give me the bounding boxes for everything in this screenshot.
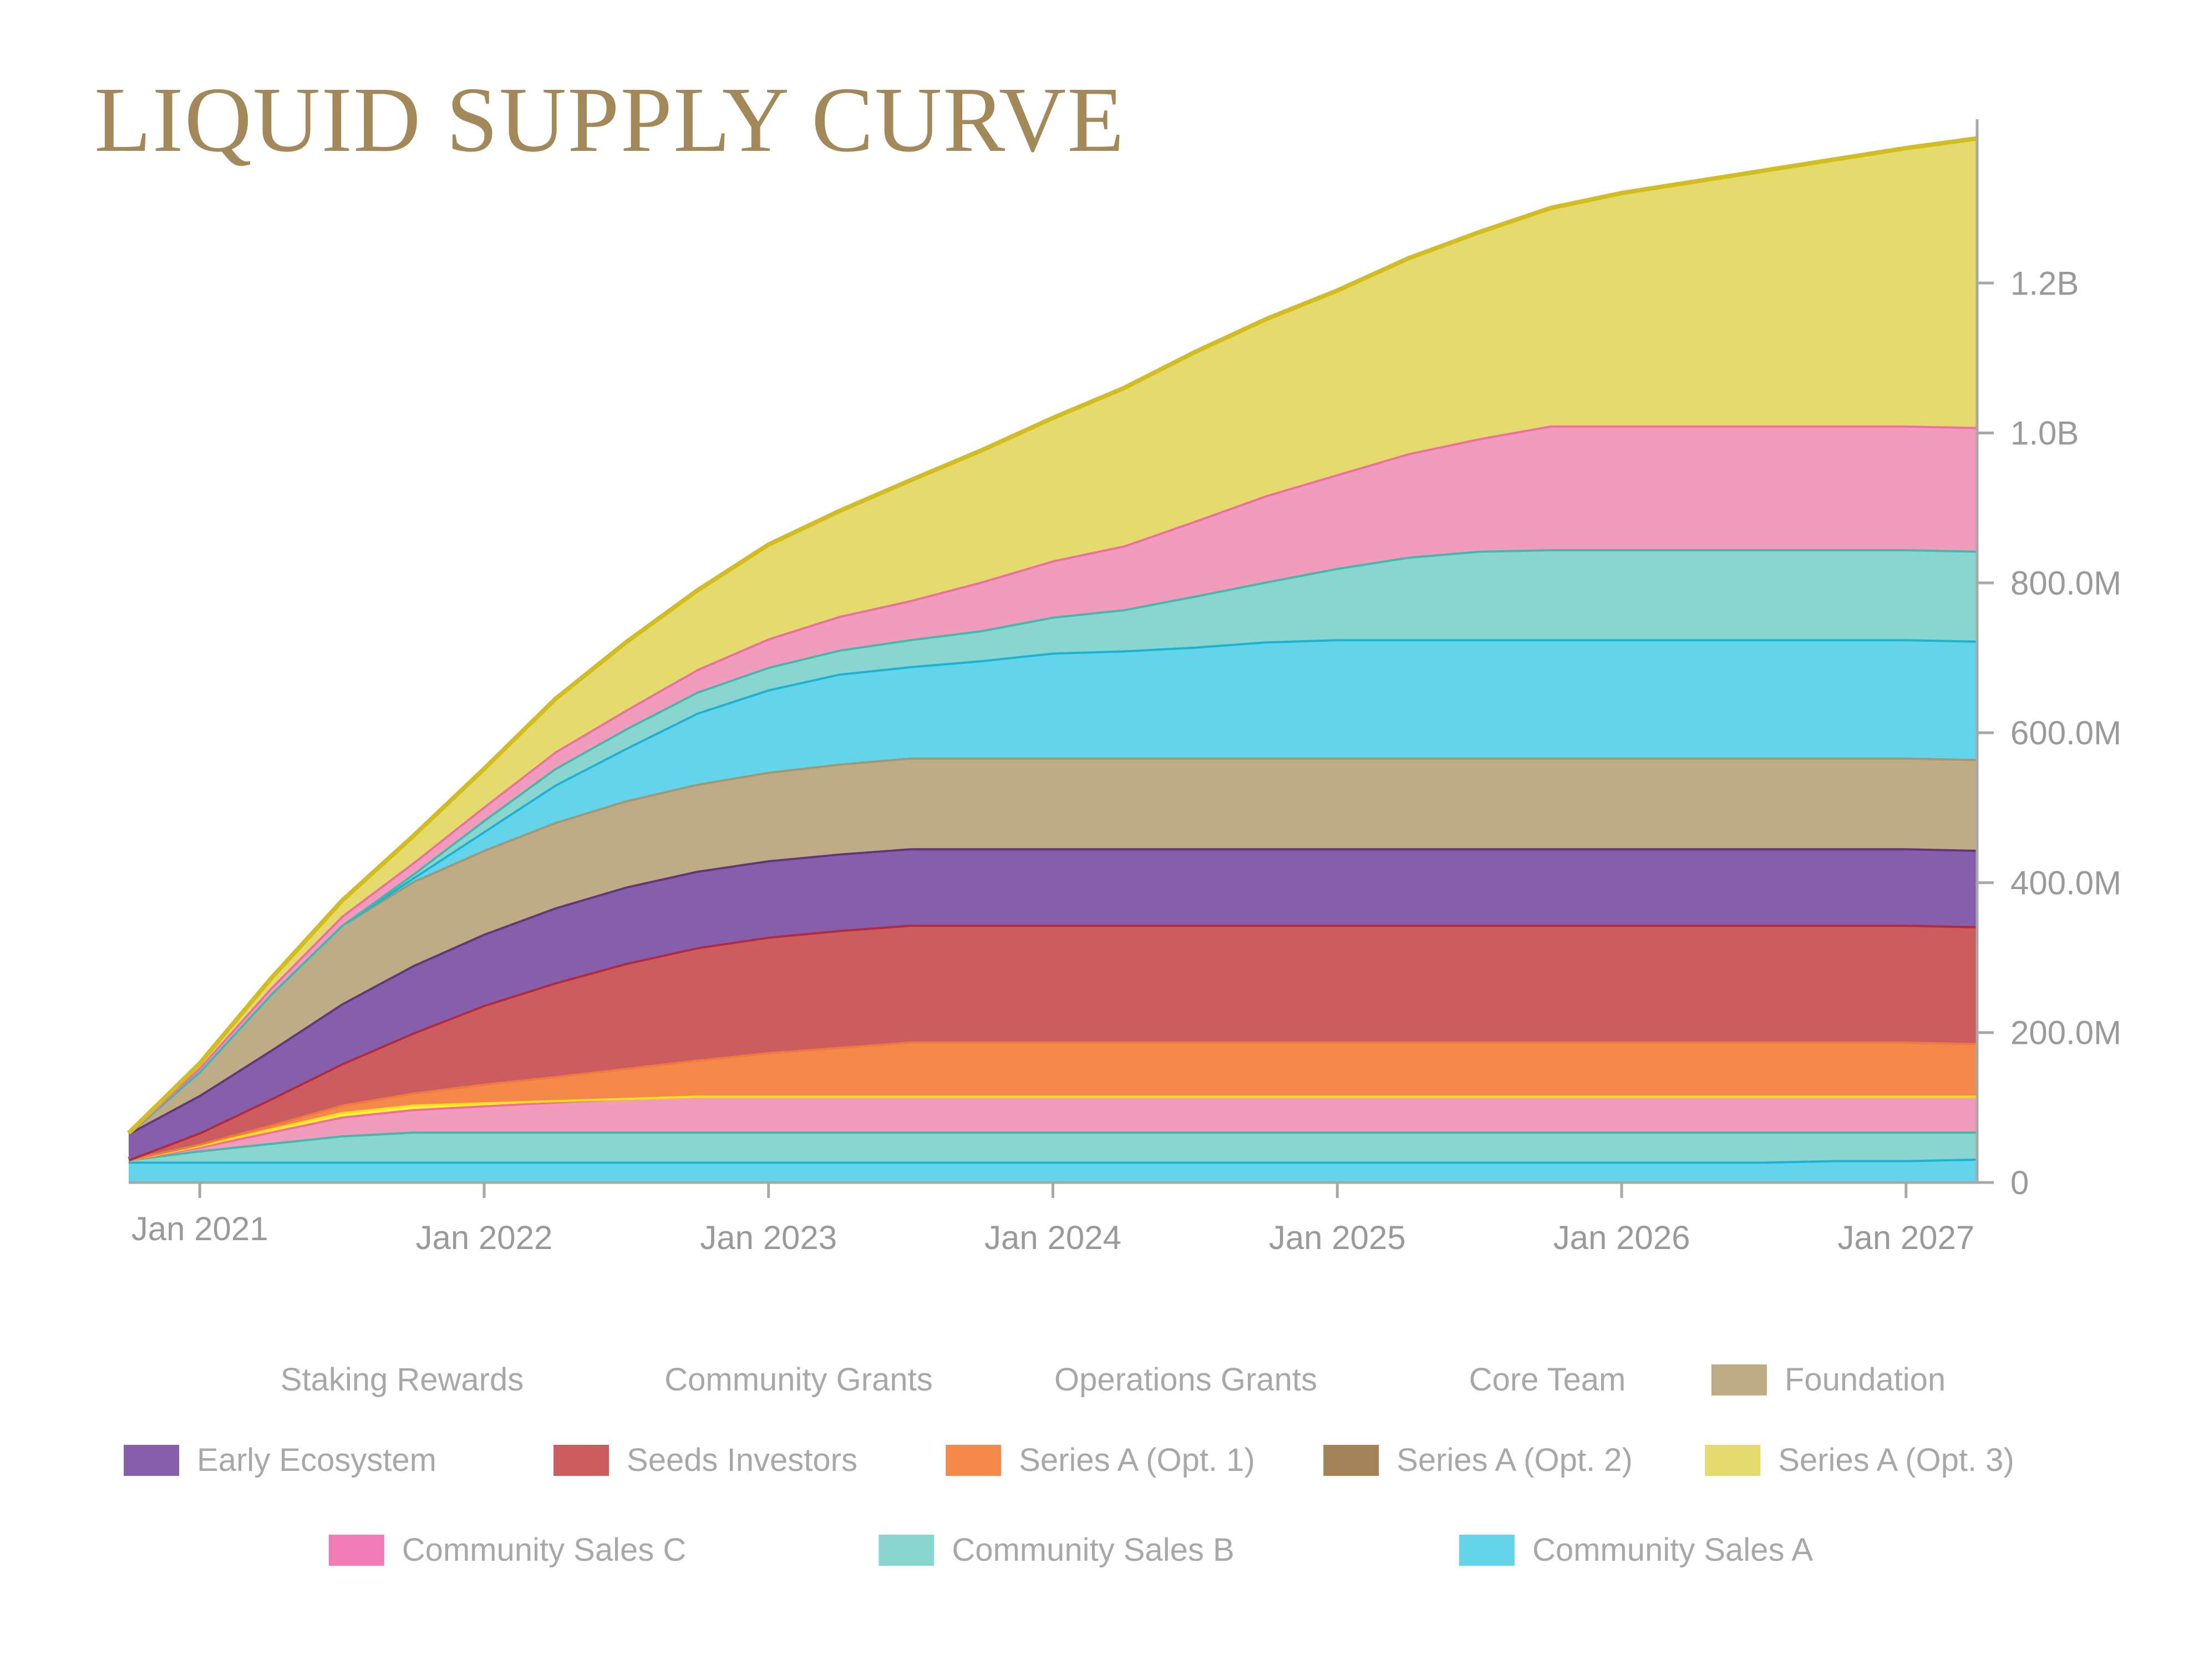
legend-item-community-sales-a[interactable]: Community Sales A bbox=[1459, 1531, 1813, 1569]
legend-item-series-a-opt-3[interactable]: Series A (Opt. 3) bbox=[1705, 1442, 2014, 1479]
legend-swatch bbox=[553, 1444, 610, 1476]
legend-swatch bbox=[1711, 1364, 1767, 1395]
legend-swatch bbox=[124, 1444, 180, 1476]
legend-label: Staking Rewards bbox=[280, 1362, 524, 1398]
legend-label: Core Team bbox=[1469, 1362, 1626, 1398]
legend-swatch bbox=[1459, 1534, 1515, 1566]
legend-label: Early Ecosystem bbox=[197, 1442, 436, 1478]
x-tick-label: Jan 2025 bbox=[1269, 1219, 1406, 1256]
legend-item-early-ecosystem[interactable]: Early Ecosystem bbox=[124, 1442, 436, 1479]
area-6-seeds-investors bbox=[129, 925, 1977, 1160]
legend-item-operations-grants[interactable]: Operations Grants bbox=[1054, 1361, 1317, 1398]
y-tick-label: 800.0M bbox=[2010, 565, 2121, 602]
area-2-community-sales-b bbox=[129, 1131, 1977, 1162]
area-3-community-sales-c bbox=[129, 1095, 1977, 1160]
legend-label: Community Grants bbox=[664, 1362, 933, 1398]
y-tick-label: 1.2B bbox=[2010, 265, 2079, 302]
y-tick-label: 200.0M bbox=[2010, 1014, 2121, 1052]
legend-item-community-grants[interactable]: Community Grants bbox=[664, 1361, 932, 1398]
legend-item-seeds-investors[interactable]: Seeds Investors bbox=[553, 1442, 857, 1479]
area-5-series-a-opt-1 bbox=[129, 1041, 1977, 1160]
x-tick-label: Jan 2024 bbox=[984, 1219, 1121, 1256]
y-tick-label: 400.0M bbox=[2010, 864, 2121, 901]
area-8-foundation bbox=[129, 757, 1977, 1133]
area-1-community-sales-a bbox=[129, 1158, 1977, 1182]
legend-item-community-sales-c[interactable]: Community Sales C bbox=[328, 1531, 687, 1569]
legend-item-series-a-opt-2[interactable]: Series A (Opt. 2) bbox=[1323, 1442, 1633, 1479]
legend-label: Series A (Opt. 1) bbox=[1019, 1442, 1255, 1478]
area-12-series-a-opt-3 bbox=[129, 138, 1977, 1133]
legend-swatch bbox=[878, 1534, 934, 1566]
legend-item-core-team[interactable]: Core Team bbox=[1469, 1361, 1626, 1398]
legend-label: Operations Grants bbox=[1054, 1362, 1317, 1398]
chart-title: LIQUID SUPPLY CURVE bbox=[94, 68, 1125, 171]
legend-label: Series A (Opt. 3) bbox=[1778, 1442, 2014, 1478]
legend-label: Foundation bbox=[1784, 1362, 1946, 1398]
legend-item-staking-rewards[interactable]: Staking Rewards bbox=[281, 1361, 524, 1398]
x-tick-label: Jan 2026 bbox=[1553, 1219, 1690, 1256]
legend-swatch bbox=[1705, 1444, 1761, 1476]
legend-swatch bbox=[328, 1534, 384, 1566]
legend-swatch bbox=[946, 1444, 1002, 1476]
legend-label: Seeds Investors bbox=[627, 1442, 857, 1478]
legend-swatch bbox=[1323, 1444, 1379, 1476]
x-tick-label: Jan 2023 bbox=[700, 1219, 837, 1256]
series-line-12 bbox=[127, 136, 1978, 1135]
y-tick-label: 600.0M bbox=[2010, 714, 2121, 752]
y-tick-label: 0 bbox=[2010, 1164, 2029, 1201]
chart-areas bbox=[127, 136, 1978, 1182]
x-tick-label: Jan 2022 bbox=[416, 1219, 553, 1256]
legend-label: Community Sales B bbox=[952, 1532, 1235, 1568]
area-7-early-ecosystem bbox=[129, 848, 1977, 1160]
legend-item-foundation[interactable]: Foundation bbox=[1711, 1361, 1946, 1398]
x-tick-label: Jan 2021 bbox=[131, 1210, 268, 1247]
chart-axes: Jan 2021 Jan 2022 Jan 2023 Jan 2024 Jan 2025… bbox=[129, 119, 2121, 1256]
legend-label: Series A (Opt. 2) bbox=[1396, 1442, 1633, 1478]
legend-item-community-sales-b[interactable]: Community Sales B bbox=[878, 1531, 1235, 1569]
x-tick-label: Jan 2027 bbox=[1837, 1219, 1974, 1256]
area-11-community-sales-c bbox=[129, 425, 1977, 1133]
legend-item-series-a-opt-1[interactable]: Series A (Opt. 1) bbox=[946, 1442, 1255, 1479]
area-10-community-sales-b bbox=[129, 549, 1977, 1133]
area-9-community-sales-a bbox=[129, 639, 1977, 1133]
legend-label: Community Sales A bbox=[1532, 1532, 1814, 1568]
y-tick-label: 1.0B bbox=[2010, 415, 2079, 452]
legend-label: Community Sales C bbox=[402, 1532, 687, 1568]
